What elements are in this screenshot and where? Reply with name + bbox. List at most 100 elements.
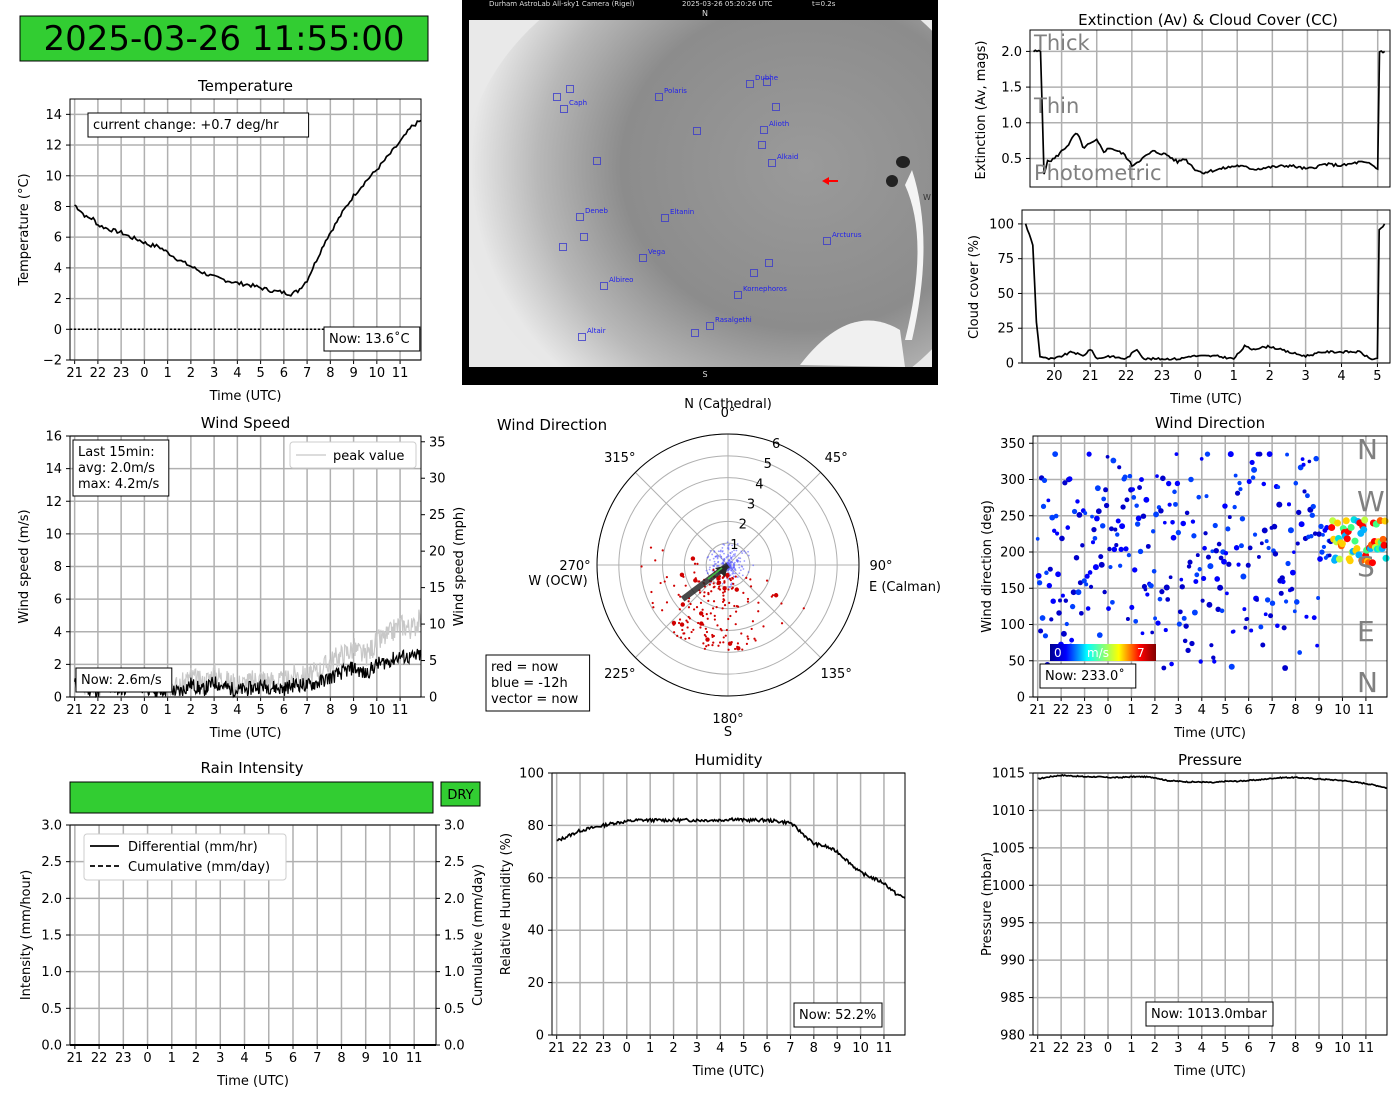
polar-vector-green — [707, 567, 723, 580]
wind-direction-point — [1063, 598, 1069, 603]
polar-point-12h — [709, 566, 711, 569]
sky-header-exposure: t=0.2s — [812, 0, 836, 8]
sky-star-label: Polaris — [664, 87, 687, 95]
wind-direction-point — [1222, 503, 1228, 509]
axes-frame — [69, 435, 422, 698]
polar-point-12h — [733, 561, 736, 564]
wind-direction-point — [1249, 459, 1255, 465]
x-tick-label: 23 — [1076, 1041, 1093, 1056]
sky-header-left: Durham AstroLab All-sky1 Camera (Rigel) — [489, 0, 635, 8]
temperature-now-text: Now: 13.6˚C — [329, 331, 410, 347]
polar-point-now — [704, 635, 707, 638]
wind-direction-point — [1233, 545, 1240, 551]
wind-direction-point — [1101, 496, 1107, 502]
polar-point-now — [723, 590, 726, 593]
wind-direction-point — [1219, 608, 1225, 614]
rain-legend-label: Differential (mm/hr) — [128, 840, 258, 855]
y-right-tick-label: 15 — [429, 581, 446, 596]
x-tick-label: 4 — [1337, 369, 1345, 384]
polar-point-now — [716, 624, 719, 627]
wind-direction-point — [1310, 503, 1316, 510]
polar-point-12h — [727, 544, 730, 547]
wind-direction-point — [1256, 554, 1261, 559]
wind-direction-point — [1227, 451, 1234, 458]
compass-label: N — [1357, 666, 1378, 699]
polar-point-12h — [710, 582, 712, 584]
wind-direction-point — [1225, 591, 1229, 596]
polar-point-now — [659, 581, 662, 585]
wind-direction-point — [1187, 559, 1193, 565]
wind-direction-time-chart: 21 22 23 0 1 2 3 4 5 6 7 8 9 10 1105010015020025030035… — [980, 414, 1390, 741]
x-tick-label: 5 — [256, 703, 264, 718]
polar-point-now — [742, 591, 745, 594]
wind-direction-point — [1191, 609, 1198, 616]
x-tick-label: 5 — [256, 366, 264, 381]
polar-point-12h — [720, 555, 723, 558]
wind-direction-point — [1264, 539, 1269, 544]
polar-point-now — [747, 637, 750, 640]
wind-direction-point — [1297, 464, 1304, 471]
polar-point-12h — [706, 572, 709, 575]
wind-direction-point — [1042, 633, 1049, 639]
x-tick-label: 23 — [595, 1041, 612, 1056]
wind-direction-point — [1204, 451, 1211, 457]
y-tick-label: 3.0 — [41, 819, 62, 834]
wind-direction-point — [1177, 609, 1183, 615]
x-tick-label: 9 — [362, 1051, 370, 1066]
x-tick-label: 0 — [140, 703, 148, 718]
y-right-tick-label: 5 — [429, 654, 437, 669]
polar-point-12h — [736, 576, 739, 578]
wind-direction-point — [1240, 573, 1247, 580]
wind-direction-point — [1055, 531, 1060, 536]
polar-point-now — [705, 630, 709, 634]
wind-direction-point — [1307, 459, 1312, 464]
polar-point-now — [729, 614, 732, 618]
polar-point-now — [721, 600, 725, 603]
sky-star-label: Vega — [648, 248, 665, 256]
wind-direction-point — [1279, 575, 1285, 581]
wind-direction-point — [1090, 540, 1096, 545]
y-right-tick-label: 1.0 — [444, 965, 465, 980]
wind-direction-point — [1342, 517, 1350, 525]
wind-direction-point — [1263, 612, 1268, 617]
cloud-cover-line — [1024, 223, 1386, 361]
compass-label: E — [1357, 615, 1375, 648]
x-tick-label: 10 — [852, 1041, 869, 1056]
polar-point-12h — [721, 582, 724, 585]
wind-direction-point — [1212, 522, 1218, 529]
wind-direction-point — [1094, 485, 1101, 492]
wind-direction-point — [1148, 583, 1154, 589]
polar-point-now — [652, 606, 655, 609]
wind-direction-point — [1328, 524, 1336, 532]
wind-direction-point — [1292, 550, 1296, 554]
sky-star-marker — [693, 127, 701, 135]
sky-star-marker — [706, 322, 714, 330]
polar-point-12h — [728, 543, 731, 546]
wind-direction-point — [1088, 584, 1094, 589]
sky-star-label: Alioth — [769, 120, 789, 128]
axes-frame — [69, 98, 422, 361]
wind-direction-point — [1102, 589, 1107, 595]
wind-direction-point — [1362, 551, 1370, 559]
wind-direction-point — [1324, 524, 1330, 531]
polar-point-now — [721, 607, 724, 610]
wind-direction-point — [1272, 551, 1279, 557]
polar-point-now — [757, 610, 760, 613]
polar-point-12h — [725, 556, 728, 559]
wind-speed-chart: 21 22 23 0 1 2 3 4 5 6 7 8 9 10 1102468101214160510152… — [17, 414, 467, 741]
polar-point-now — [707, 592, 710, 596]
polar-point-now — [719, 641, 722, 644]
wind-direction-point — [1173, 501, 1178, 507]
sky-west-label: W — [923, 193, 931, 202]
polar-point-12h — [747, 550, 749, 553]
polar-point-12h — [716, 557, 719, 560]
x-tick-label: 11 — [392, 703, 409, 718]
sky-star-marker — [553, 93, 561, 101]
wind-direction-point — [1250, 475, 1256, 480]
polar-point-12h — [709, 559, 711, 561]
chart-title: Wind Speed — [201, 414, 291, 432]
extinction-zone-label: Photometric — [1034, 161, 1162, 185]
wind-direction-point — [1155, 620, 1161, 626]
wind-direction-point — [1091, 527, 1097, 533]
wind-direction-point — [1044, 570, 1049, 576]
